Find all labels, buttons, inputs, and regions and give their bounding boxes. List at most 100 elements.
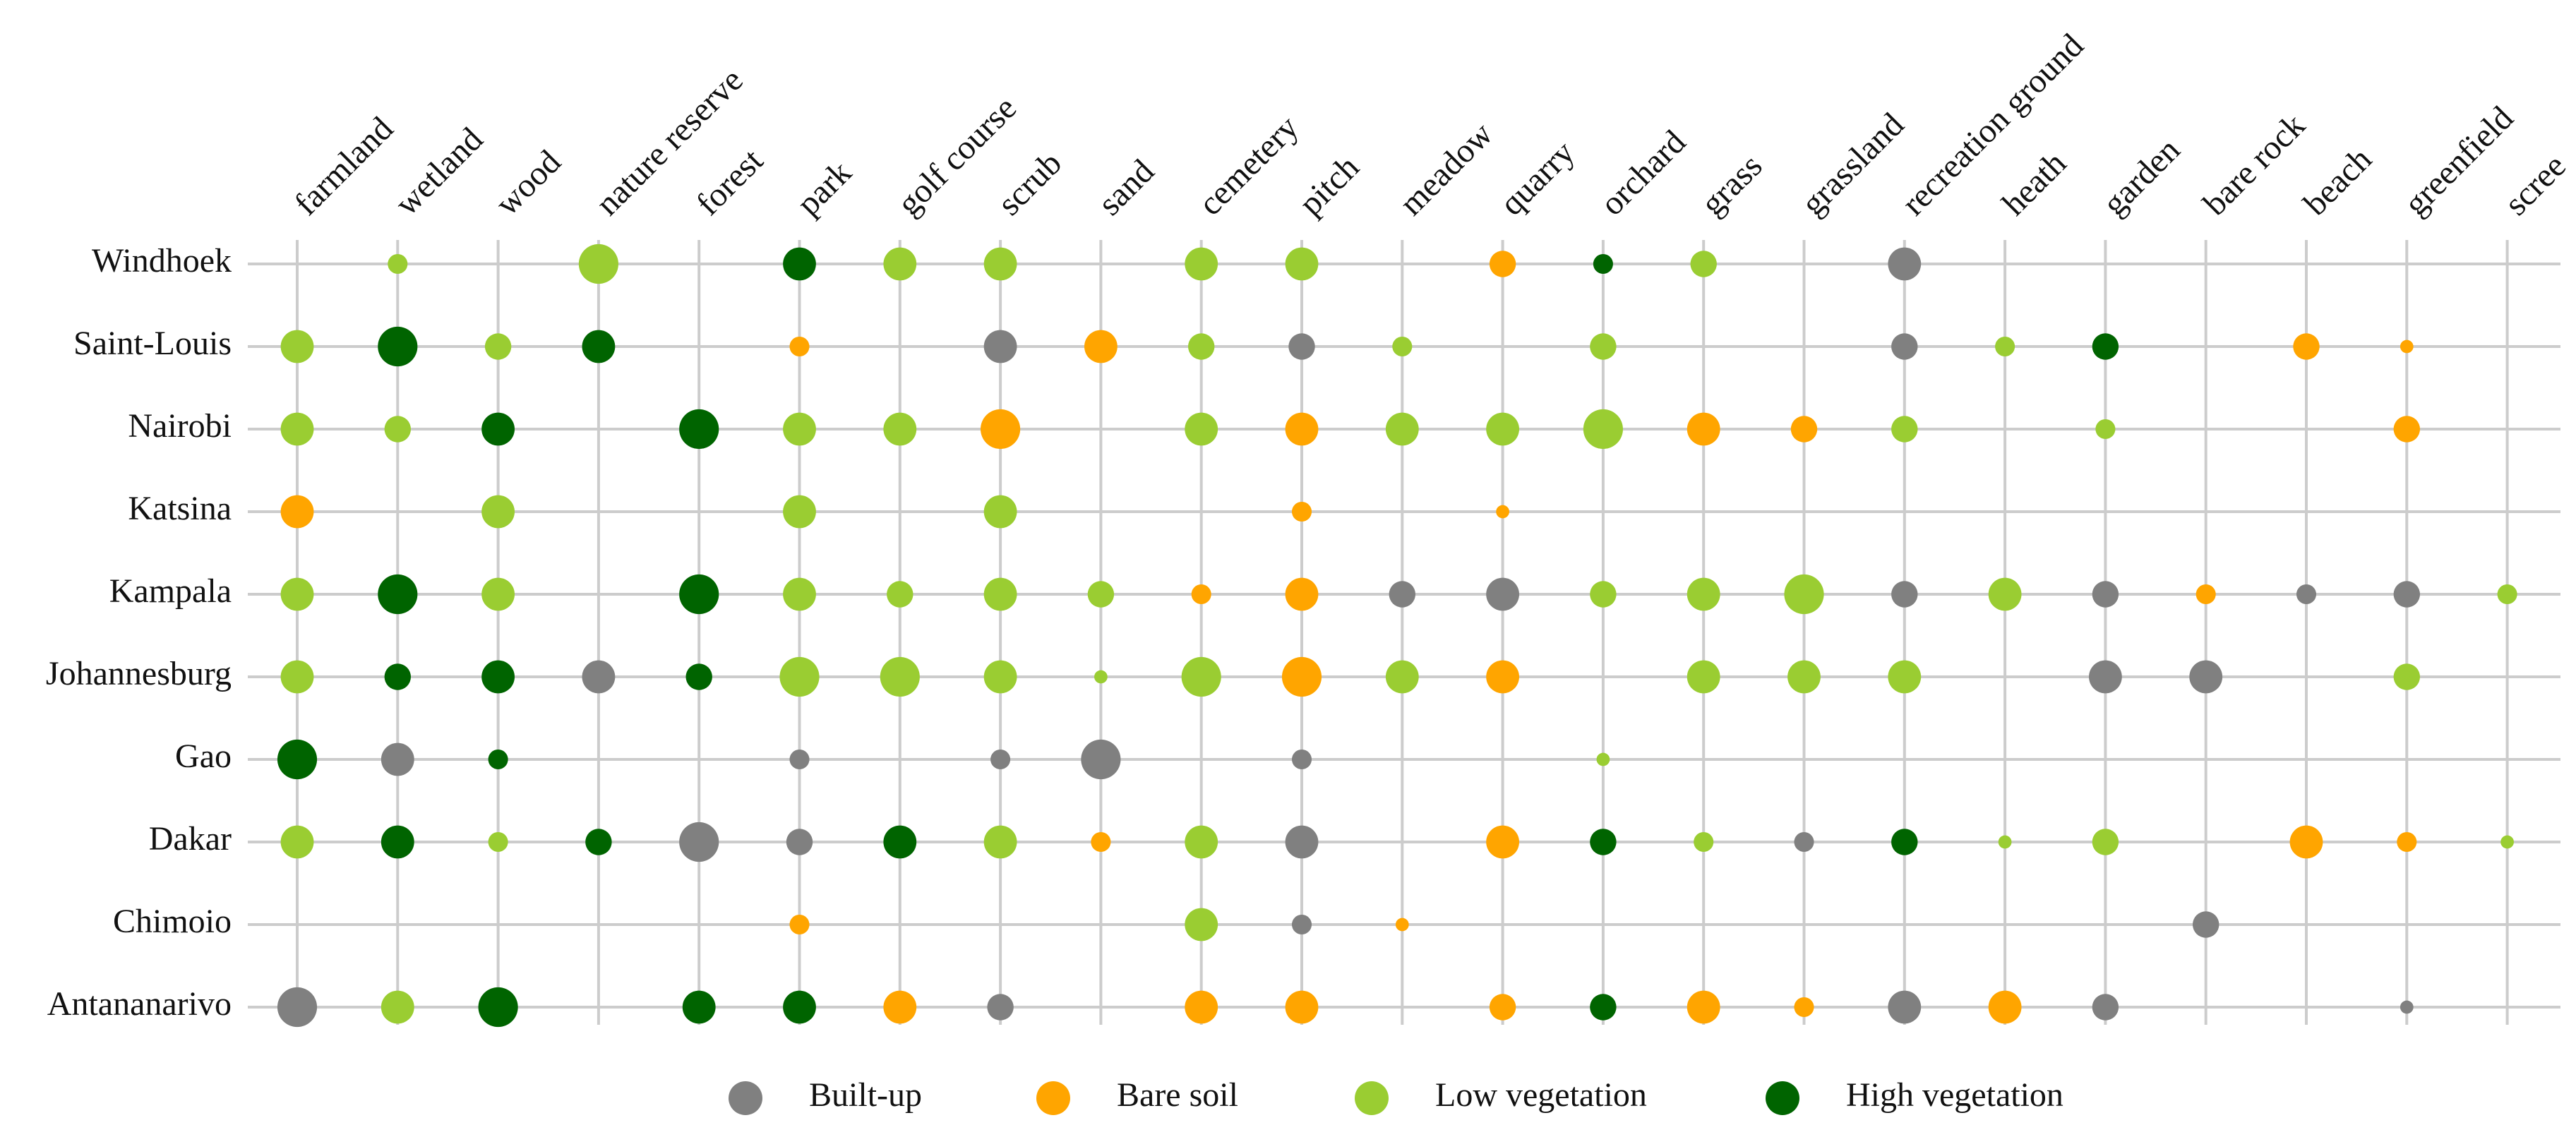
dot xyxy=(883,412,917,446)
dot xyxy=(983,577,1017,611)
dot xyxy=(779,656,820,697)
dot xyxy=(1687,990,1720,1024)
dot xyxy=(1590,829,1617,855)
dot xyxy=(378,326,418,367)
dot xyxy=(2393,416,2421,443)
row-label: Kampala xyxy=(109,572,232,610)
dot xyxy=(1191,584,1211,605)
dot xyxy=(1291,914,1312,935)
dot xyxy=(378,574,418,615)
dot xyxy=(1888,247,1922,281)
dot xyxy=(481,660,515,694)
dot xyxy=(1687,412,1720,446)
dot xyxy=(880,656,920,697)
dot xyxy=(381,990,414,1024)
row-label: Gao xyxy=(175,738,232,775)
dot xyxy=(887,581,913,608)
dot xyxy=(2089,660,2122,694)
dot xyxy=(381,742,414,776)
dot xyxy=(280,577,314,611)
dot xyxy=(2397,831,2417,853)
dot xyxy=(1583,409,1623,450)
dot xyxy=(2189,660,2223,694)
dot xyxy=(783,247,816,281)
dot xyxy=(983,495,1017,529)
dot xyxy=(981,409,1021,450)
dot xyxy=(1385,660,1419,694)
dot xyxy=(1288,333,1315,360)
dot xyxy=(1794,831,1814,853)
dot xyxy=(578,243,618,284)
dot xyxy=(1285,825,1319,859)
dot xyxy=(2092,581,2119,608)
dot xyxy=(1087,581,1115,608)
row-label: Windhoek xyxy=(92,242,232,279)
column-label: cemetery xyxy=(1192,109,1306,223)
dot xyxy=(1285,990,1319,1024)
dot xyxy=(983,247,1017,281)
column-label: grass xyxy=(1694,147,1769,222)
legend-label: Bare soil xyxy=(1117,1076,1238,1114)
dot xyxy=(388,253,408,275)
dot xyxy=(1081,739,1121,780)
dot xyxy=(2092,333,2119,360)
column-label: orchard xyxy=(1593,123,1693,222)
legend-label: Low vegetation xyxy=(1435,1076,1647,1114)
dot xyxy=(1590,994,1617,1021)
dot xyxy=(883,247,917,281)
dot xyxy=(987,994,1014,1021)
dot xyxy=(582,660,616,694)
dot xyxy=(1687,660,1720,694)
dot xyxy=(481,412,515,446)
column-label: meadow xyxy=(1392,115,1500,223)
row-label: Antananarivo xyxy=(47,985,232,1023)
dot xyxy=(2393,581,2421,608)
dot xyxy=(1187,333,1215,360)
column-label: grassland xyxy=(1795,106,1912,223)
dot xyxy=(983,660,1017,694)
dot xyxy=(789,914,810,935)
dot xyxy=(1687,577,1720,611)
column-label: farmland xyxy=(287,110,400,223)
dot xyxy=(2500,835,2514,849)
dot xyxy=(685,663,712,690)
dot xyxy=(1794,997,1814,1018)
dot xyxy=(1285,247,1319,281)
dot xyxy=(585,829,612,855)
column-label: forest xyxy=(689,141,770,222)
legend-label: High vegetation xyxy=(1846,1076,2063,1114)
column-label: wetland xyxy=(388,121,490,223)
dot xyxy=(2192,911,2219,938)
dot xyxy=(1486,577,1520,611)
dot xyxy=(1790,416,1818,443)
dot xyxy=(1291,501,1312,522)
dot xyxy=(478,987,518,1028)
dot xyxy=(488,749,508,770)
dot xyxy=(1185,412,1218,446)
dot xyxy=(2393,663,2421,690)
dot xyxy=(1285,577,1319,611)
column-label: garden xyxy=(2095,131,2187,223)
column-label: scrub xyxy=(990,145,1069,223)
dot xyxy=(2400,339,2414,354)
row-label: Katsina xyxy=(128,490,232,527)
dot xyxy=(384,663,412,690)
dot xyxy=(983,825,1017,859)
dot xyxy=(2195,584,2216,605)
dot xyxy=(1285,412,1319,446)
column-label: pitch xyxy=(1292,148,1366,222)
dot xyxy=(1988,990,2022,1024)
dot xyxy=(277,739,318,780)
dot xyxy=(783,990,816,1024)
dot xyxy=(1888,660,1922,694)
legend-marker xyxy=(1766,1081,1799,1115)
dot xyxy=(1291,749,1312,770)
dot xyxy=(1489,994,1516,1021)
dot xyxy=(1694,831,1714,853)
dot xyxy=(1593,253,1613,275)
row-label: Dakar xyxy=(149,820,232,858)
dot xyxy=(2400,1000,2414,1014)
dot xyxy=(582,330,616,363)
dot xyxy=(1787,660,1821,694)
dot xyxy=(280,825,314,859)
